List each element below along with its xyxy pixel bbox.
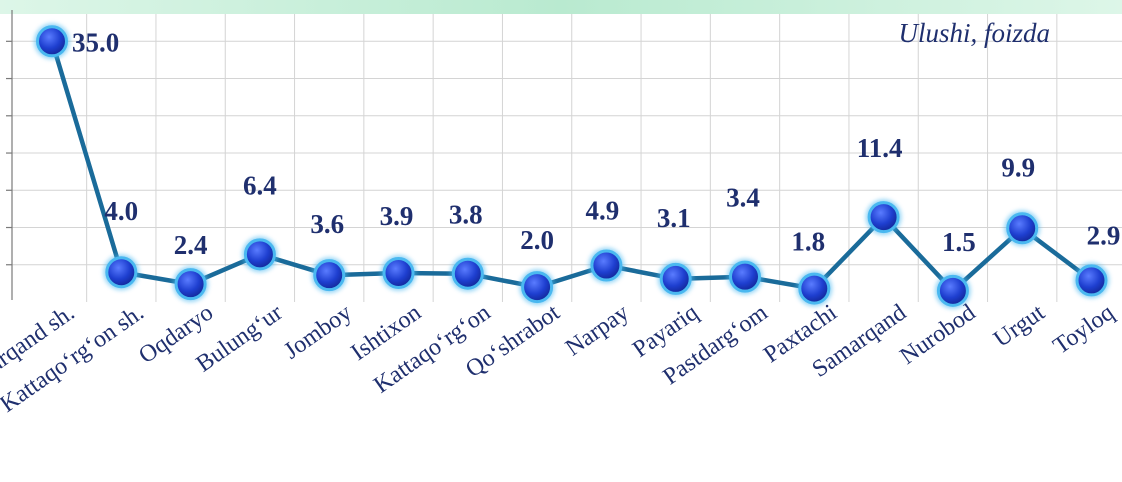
data-point-marker <box>382 256 415 289</box>
data-point <box>519 269 556 306</box>
category-labels: Samarqand sh.Kattaqo‘rg‘on sh.OqdaryoBul… <box>0 299 1119 417</box>
data-point-marker <box>105 256 138 289</box>
data-point <box>934 272 971 309</box>
data-point <box>241 236 278 273</box>
data-label: 4.0 <box>104 196 138 226</box>
data-point-marker <box>521 271 554 304</box>
data-point <box>657 260 694 297</box>
data-label: 11.4 <box>857 133 903 163</box>
data-point <box>311 257 348 294</box>
data-point <box>380 254 417 291</box>
data-label: 9.9 <box>1001 152 1035 182</box>
category-label: Nurobod <box>896 300 981 370</box>
series-line <box>49 40 1093 294</box>
y-axis-ticks <box>6 40 12 266</box>
category-label: Toyloq <box>1049 300 1119 360</box>
data-label: 1.5 <box>942 227 976 257</box>
data-point-marker <box>174 268 207 301</box>
data-label: 2.0 <box>520 225 554 255</box>
data-label: 4.9 <box>586 196 620 226</box>
data-point <box>1004 210 1041 247</box>
gridlines <box>12 14 1122 302</box>
data-label: 2.4 <box>174 230 208 260</box>
data-point <box>1073 262 1110 299</box>
data-point-marker <box>590 249 623 282</box>
data-point-marker <box>867 201 900 234</box>
data-point <box>588 247 625 284</box>
data-label: 3.6 <box>310 209 344 239</box>
data-point <box>796 270 833 307</box>
data-label: 3.8 <box>449 200 483 230</box>
data-label: 35.0 <box>72 27 119 57</box>
data-point <box>449 255 486 292</box>
data-point <box>865 199 902 236</box>
data-point <box>172 266 209 303</box>
data-point-marker <box>1006 212 1039 245</box>
category-label: Narpay <box>561 300 634 362</box>
data-point <box>34 23 70 60</box>
data-markers <box>34 23 1110 309</box>
data-point-marker <box>36 25 68 58</box>
data-point-marker <box>243 238 276 271</box>
data-label: 1.8 <box>791 227 825 257</box>
data-point-marker <box>451 257 484 290</box>
data-label: 3.9 <box>380 201 414 231</box>
data-point <box>727 258 763 295</box>
data-point-marker <box>1075 264 1108 297</box>
data-label: 3.1 <box>657 203 691 233</box>
data-label: 6.4 <box>243 170 277 200</box>
data-point-marker <box>729 260 761 293</box>
data-point-marker <box>798 272 831 305</box>
data-label: 2.9 <box>1087 220 1121 250</box>
data-point <box>103 254 140 291</box>
data-point-marker <box>936 274 969 307</box>
top-decor-band <box>0 0 1122 14</box>
unit-label: Ulushi, foizda <box>898 18 1050 48</box>
data-point-marker <box>313 259 346 292</box>
data-labels: 35.0 4.0 2.4 6.4 3.6 3.9 3.8 2.0 4.9 3.1 3.4 1.8 11.… <box>72 27 1120 260</box>
data-point-marker <box>659 262 692 295</box>
category-label: Jomboy <box>279 300 356 365</box>
data-label: 3.4 <box>726 183 760 213</box>
category-label: Urgut <box>989 299 1050 352</box>
